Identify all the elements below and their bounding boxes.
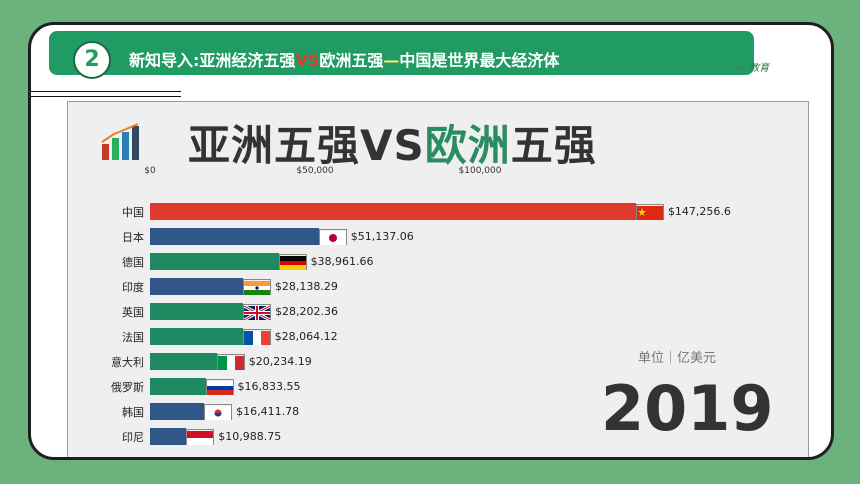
brand-logo-text: — 教育: [736, 63, 770, 74]
category-label: 日本: [122, 231, 144, 244]
divider-line: [31, 96, 181, 97]
chart-title: 亚洲五强VS欧洲五强: [188, 121, 597, 170]
value-label: $147,256.6: [667, 205, 731, 218]
category-label: 英国: [122, 306, 144, 319]
uk-flag-icon: [243, 304, 272, 322]
indonesia-flag-icon: [186, 429, 215, 445]
value-label: $28,202.36: [275, 305, 339, 318]
russia-flag-icon: [205, 379, 234, 395]
china-flag-icon: [635, 204, 664, 220]
bar-japan: [150, 228, 319, 245]
value-label: $38,961.66: [310, 255, 374, 268]
section-number: 2: [73, 41, 111, 79]
category-label: 德国: [122, 256, 144, 269]
italy-flag-icon: [216, 354, 245, 370]
category-label: 中国: [122, 206, 144, 219]
korea-flag-icon: [204, 404, 233, 420]
divider-line: [31, 91, 181, 92]
germany-flag-icon: [278, 254, 307, 270]
value-label: $16,411.78: [236, 405, 300, 418]
value-label: $20,234.19: [248, 355, 312, 368]
value-label: $28,138.29: [274, 280, 338, 293]
header-bar: 2 新知导入:亚洲经济五强VS欧洲五强—中国是世界最大经济体: [49, 31, 754, 79]
category-label: 印度: [122, 281, 144, 294]
category-label: 意大利: [111, 356, 144, 369]
value-label: $10,988.75: [218, 430, 282, 443]
year-label: 2019: [601, 372, 774, 445]
value-label: $28,064.12: [274, 330, 338, 343]
x-tick-label: $0: [144, 166, 156, 176]
chart-panel: 亚洲五强VS欧洲五强 $0 $50,000 $100,000 中国 $147,256.6…: [67, 101, 809, 457]
bar-russia: [150, 378, 206, 395]
bar-italy: [150, 353, 217, 370]
bar-india: [150, 278, 243, 295]
header-title: 新知导入:亚洲经济五强VS欧洲五强—中国是世界最大经济体: [129, 51, 560, 70]
value-label: $16,833.55: [237, 380, 301, 393]
bar-korea: [150, 403, 205, 420]
x-tick-label: $100,000: [458, 166, 502, 176]
category-label: 韩国: [122, 406, 144, 419]
unit-label: 单位｜亿美元: [638, 351, 717, 366]
category-label: 法国: [122, 331, 144, 344]
slide-card: 2 新知导入:亚洲经济五强VS欧洲五强—中国是世界最大经济体 — 教育 亚洲五强…: [28, 22, 834, 460]
bar-france: [150, 328, 243, 345]
india-flag-icon: [242, 279, 271, 295]
japan-flag-icon: [318, 229, 347, 245]
france-flag-icon: [242, 329, 271, 345]
bar-uk: [150, 303, 244, 320]
bar-indonesia: [150, 428, 187, 445]
x-tick-label: $50,000: [296, 166, 334, 176]
bar-germany: [150, 253, 279, 270]
bar-chart-icon: [101, 123, 139, 160]
category-label: 俄罗斯: [111, 381, 144, 394]
category-label: 印尼: [122, 431, 144, 444]
bar-china: [150, 203, 636, 220]
value-label: $51,137.06: [350, 230, 414, 243]
